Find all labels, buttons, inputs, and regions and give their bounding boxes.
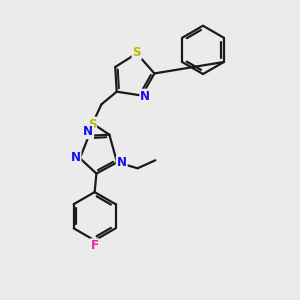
Text: F: F (91, 239, 99, 252)
Text: N: N (70, 151, 80, 164)
Text: N: N (83, 125, 93, 138)
Text: N: N (140, 90, 150, 103)
Text: N: N (117, 157, 127, 169)
Text: S: S (88, 118, 96, 130)
Text: S: S (133, 46, 141, 59)
